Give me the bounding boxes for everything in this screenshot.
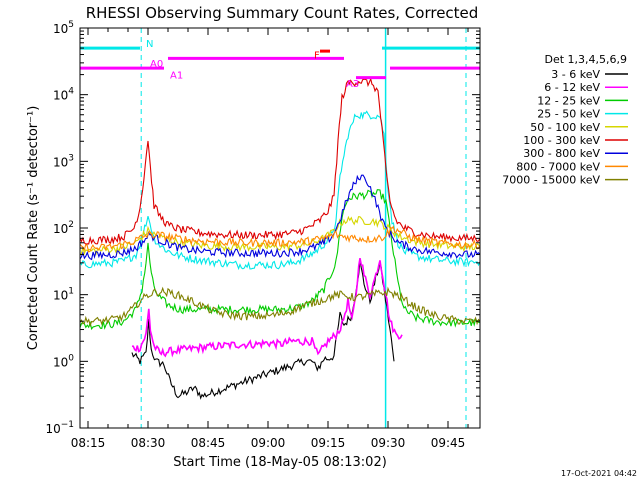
y-tick-label: 102: [53, 220, 74, 236]
series-line: [131, 257, 403, 358]
legend-label: 50 - 100 keV: [530, 121, 600, 134]
legend-label: 12 - 25 keV: [537, 94, 600, 107]
y-tick-label: 103: [53, 153, 74, 169]
footer-date: 17-Oct-2021 04:42: [561, 469, 637, 478]
y-tick-label: 101: [53, 287, 74, 303]
annotation-label: F: [314, 51, 320, 62]
y-tick-label: 104: [53, 87, 74, 103]
legend-label: 300 - 800 keV: [523, 147, 600, 160]
annotation-label: A1: [170, 71, 183, 82]
legend-label: 3 - 6 keV: [551, 68, 600, 81]
y-tick-base: 10: [45, 422, 60, 436]
x-tick-label: 09:15: [311, 436, 346, 450]
annotation-label: A0: [150, 59, 163, 70]
x-tick-label: 08:30: [131, 436, 166, 450]
y-tick-base: 10: [53, 22, 68, 36]
plot-frame: [79, 27, 481, 429]
y-tick-exponent: 5: [68, 20, 74, 30]
x-tick-label: 08:15: [71, 436, 106, 450]
series-line: [79, 174, 481, 261]
x-tick-label: 09:45: [431, 436, 466, 450]
series-layer: [79, 76, 481, 400]
y-axis-label: Corrected Count Rate (s⁻¹ detector⁻¹): [26, 106, 41, 351]
y-tick-exponent: 1: [68, 287, 74, 297]
y-tick-label: 10−1: [45, 420, 74, 436]
legend-header: Det 1,3,4,5,6,9: [544, 53, 627, 66]
y-tick-label: 100: [53, 353, 74, 369]
y-tick-label: 105: [53, 20, 74, 36]
x-axis: 08:15 08:30 08:45 09:00 09:15 09:30 09:45: [71, 28, 469, 450]
series-line: [131, 260, 395, 400]
x-axis-label: Start Time (18-May-05 08:13:02): [173, 455, 387, 470]
series-line: [79, 225, 481, 253]
y-tick-exponent: 3: [68, 153, 74, 163]
legend-label: 6 - 12 keV: [544, 81, 600, 94]
y-tick-base: 10: [53, 222, 68, 236]
legend-label: 7000 - 15000 keV: [502, 174, 600, 187]
legend-label: 100 - 300 keV: [523, 134, 600, 147]
series-line: [79, 286, 481, 327]
annotation-label: A3: [346, 79, 359, 90]
annotation-label: N: [146, 39, 153, 50]
plot-area: [79, 28, 467, 428]
y-tick-exponent: 0: [68, 353, 74, 363]
x-tick-label: 09:30: [371, 436, 406, 450]
y-tick-base: 10: [53, 155, 68, 169]
legend-label: 800 - 7000 keV: [516, 160, 600, 173]
annotation-layer: N A0 A1 F A3: [80, 39, 480, 90]
y-tick-exponent: −1: [61, 420, 74, 430]
legend-label: 25 - 50 keV: [537, 108, 600, 121]
y-tick-base: 10: [53, 355, 68, 369]
series-line: [79, 76, 481, 245]
chart-title: RHESSI Observing Summary Count Rates, Co…: [86, 4, 479, 22]
y-tick-base: 10: [53, 289, 68, 303]
y-tick-exponent: 2: [68, 220, 74, 230]
x-tick-label: 09:00: [251, 436, 286, 450]
series-line: [79, 189, 481, 331]
y-tick-exponent: 4: [68, 87, 74, 97]
y-tick-base: 10: [53, 89, 68, 103]
x-tick-label: 08:45: [191, 436, 226, 450]
